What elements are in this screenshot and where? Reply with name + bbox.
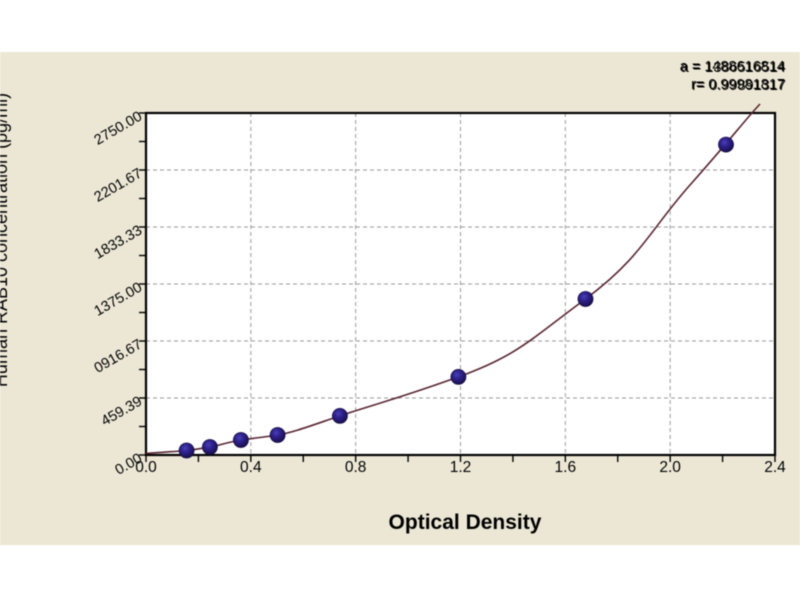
svg-text:r= 0.99891317: r= 0.99891317 xyxy=(692,78,786,94)
svg-text:0916.67: 0916.67 xyxy=(92,337,145,377)
svg-text:a = 1386516514: a = 1386516514 xyxy=(681,60,786,76)
svg-text:2201.67: 2201.67 xyxy=(92,166,145,206)
svg-text:0.4: 0.4 xyxy=(240,459,262,476)
svg-text:1833.33: 1833.33 xyxy=(92,223,145,263)
svg-text:1.6: 1.6 xyxy=(555,459,577,476)
svg-text:459.39: 459.39 xyxy=(99,394,145,430)
svg-text:2750.00: 2750.00 xyxy=(92,109,145,149)
svg-text:2.4: 2.4 xyxy=(764,459,786,476)
svg-text:0.8: 0.8 xyxy=(345,459,367,476)
svg-text:Optical Density: Optical Density xyxy=(389,511,542,534)
svg-text:1375.00: 1375.00 xyxy=(92,280,145,320)
svg-text:2.0: 2.0 xyxy=(659,459,681,476)
svg-text:1.2: 1.2 xyxy=(450,459,472,476)
svg-text:Human RAB10 concentration (pg/: Human RAB10 concentration (pg/ml) xyxy=(0,93,11,387)
